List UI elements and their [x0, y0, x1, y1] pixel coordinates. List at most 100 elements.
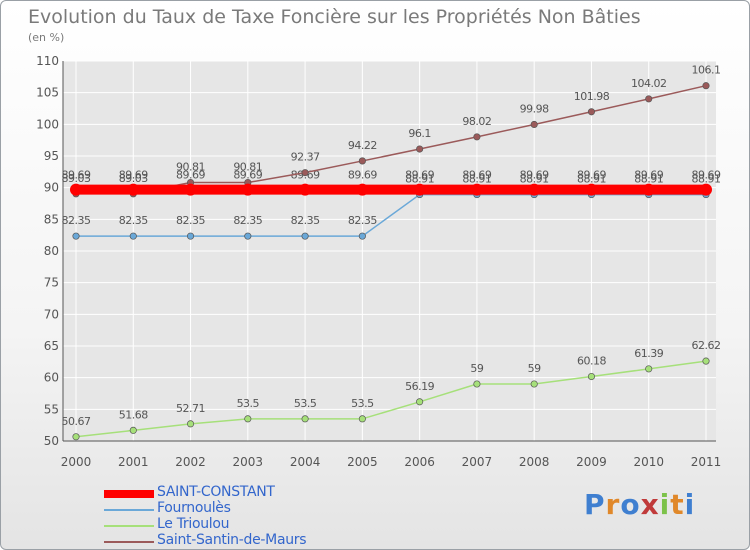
data-point-saint-constant-2010: [642, 183, 655, 196]
logo-letter: i: [659, 488, 671, 521]
chart-subtitle: (en %): [28, 31, 65, 44]
y-tick-label-85: 85: [44, 212, 59, 226]
data-label-saint-santin-2003: 90.81: [233, 161, 262, 174]
y-tick-label-100: 100: [36, 117, 59, 131]
data-label-saint-constant-2008: 89.69: [520, 169, 549, 182]
data-point-le-trioulou-2004: [301, 415, 309, 423]
data-label-le-trioulou-2000: 50.67: [62, 415, 91, 428]
data-label-saint-santin-2000: 89.03: [62, 172, 91, 185]
data-label-saint-constant-2005: 89.69: [348, 169, 377, 182]
data-point-fournoules-2003: [244, 232, 252, 240]
data-point-le-trioulou-2009: [587, 372, 596, 381]
data-label-fournoules-2005: 82.35: [348, 214, 377, 227]
data-point-saint-constant-2008: [528, 183, 541, 196]
data-label-fournoules-2003: 82.35: [233, 214, 262, 227]
data-label-saint-constant-2003: 89.69: [233, 169, 262, 182]
data-point-fournoules-2002: [186, 232, 195, 240]
logo-letter: P: [584, 488, 606, 521]
data-point-le-trioulou-2008: [530, 380, 538, 388]
legend-swatch-saint-santin: [104, 541, 154, 543]
data-point-saint-constant-2004: [299, 183, 312, 196]
data-label-fournoules-2007: 88.91: [462, 173, 491, 186]
data-label-saint-constant-2007: 89.69: [462, 169, 491, 182]
data-label-le-trioulou-2008: 59: [528, 362, 541, 375]
y-tick-label-70: 70: [44, 307, 59, 321]
data-point-le-trioulou-2010: [645, 365, 653, 373]
data-point-saint-constant-2003: [241, 183, 254, 196]
data-point-saint-constant-2011: [700, 183, 712, 196]
y-tick-label-110: 110: [36, 54, 59, 68]
data-label-fournoules-2004: 82.35: [291, 214, 320, 227]
data-label-saint-constant-2011: 89.69: [692, 169, 721, 182]
data-point-saint-santin-2008: [530, 120, 538, 129]
data-point-saint-santin-2009: [587, 108, 596, 116]
data-point-saint-santin-2011: [702, 82, 710, 90]
x-tick-label-2000: 2000: [61, 455, 92, 469]
data-point-le-trioulou-2002: [186, 420, 195, 428]
legend-swatch-saint-constant: [104, 490, 154, 498]
legend-label-saint-santin: Saint-Santin-de-Maurs: [157, 532, 307, 548]
data-label-fournoules-2001: 82.35: [119, 214, 148, 227]
data-point-le-trioulou-2000: [72, 433, 80, 441]
data-point-le-trioulou-2005: [358, 415, 366, 423]
data-point-saint-santin-2007: [473, 133, 481, 141]
x-tick-label-2005: 2005: [347, 455, 378, 469]
chart-title: Evolution du Taux de Taxe Foncière sur l…: [28, 6, 641, 28]
data-label-saint-constant-2001: 89.69: [119, 169, 148, 182]
x-tick-label-2004: 2004: [290, 455, 321, 469]
data-label-fournoules-2011: 88.91: [692, 173, 721, 186]
y-tick-label-105: 105: [36, 86, 59, 100]
data-label-le-trioulou-2001: 51.68: [119, 408, 148, 421]
legend-swatch-le-trioulou: [104, 525, 154, 527]
data-point-saint-santin-2004: [301, 169, 309, 177]
data-label-fournoules-2002: 82.35: [176, 214, 205, 227]
data-label-saint-santin-2002: 90.81: [176, 161, 205, 174]
series-line-le-trioulou: [75, 360, 707, 438]
data-point-saint-constant-2005: [356, 183, 369, 196]
legend-label-fournoules: Fournoulès: [157, 500, 231, 516]
data-label-saint-santin-2006: 96.1: [408, 127, 431, 140]
y-tick-label-55: 55: [44, 402, 59, 416]
logo-letter: o: [620, 488, 641, 521]
data-point-saint-constant-2000: [70, 183, 82, 196]
x-tick-label-2010: 2010: [633, 455, 664, 469]
data-label-saint-santin-2007: 98.02: [462, 115, 491, 128]
data-label-le-trioulou-2009: 60.18: [577, 355, 606, 368]
y-tick-label-60: 60: [44, 371, 59, 385]
data-label-fournoules-2008: 88.91: [520, 173, 549, 186]
legend-label-le-trioulou: Le Trioulou: [157, 516, 230, 532]
data-point-le-trioulou-2003: [244, 415, 252, 423]
data-point-fournoules-2005: [358, 232, 366, 240]
y-tick-label-95: 95: [44, 149, 59, 163]
y-tick-label-90: 90: [44, 181, 59, 195]
data-label-saint-constant-2006: 89.69: [405, 169, 434, 182]
data-label-le-trioulou-2010: 61.39: [634, 347, 663, 360]
x-tick-label-2008: 2008: [519, 455, 550, 469]
x-tick-label-2006: 2006: [404, 455, 435, 469]
data-point-saint-santin-2010: [645, 95, 653, 103]
data-point-le-trioulou-2001: [129, 426, 137, 434]
legend-swatch-fournoules: [104, 509, 154, 511]
y-tick-label-50: 50: [44, 434, 59, 448]
x-tick-label-2002: 2002: [175, 455, 206, 469]
data-point-saint-constant-2009: [585, 183, 598, 196]
data-label-saint-santin-2010: 104.02: [631, 77, 667, 90]
data-label-saint-constant-2010: 89.69: [634, 169, 663, 182]
x-tick-label-2011: 2011: [691, 455, 722, 469]
series-line-saint-santin: [76, 84, 707, 195]
y-tick-label-65: 65: [44, 339, 59, 353]
data-label-le-trioulou-2011: 62.62: [692, 339, 721, 352]
data-label-saint-constant-2000: 89.69: [62, 169, 91, 182]
y-tick-label-80: 80: [44, 244, 59, 258]
data-point-saint-constant-2002: [184, 183, 197, 196]
data-label-saint-santin-2008: 99.98: [520, 102, 549, 115]
data-point-fournoules-2001: [129, 232, 137, 240]
data-point-le-trioulou-2011: [702, 357, 710, 365]
data-label-fournoules-2009: 88.91: [577, 173, 606, 186]
data-label-saint-santin-2004: 92.37: [291, 151, 320, 164]
y-tick-label-75: 75: [44, 276, 59, 290]
data-point-saint-santin-2005: [358, 157, 366, 165]
x-tick-label-2007: 2007: [462, 455, 493, 469]
x-tick-label-2009: 2009: [576, 455, 607, 469]
